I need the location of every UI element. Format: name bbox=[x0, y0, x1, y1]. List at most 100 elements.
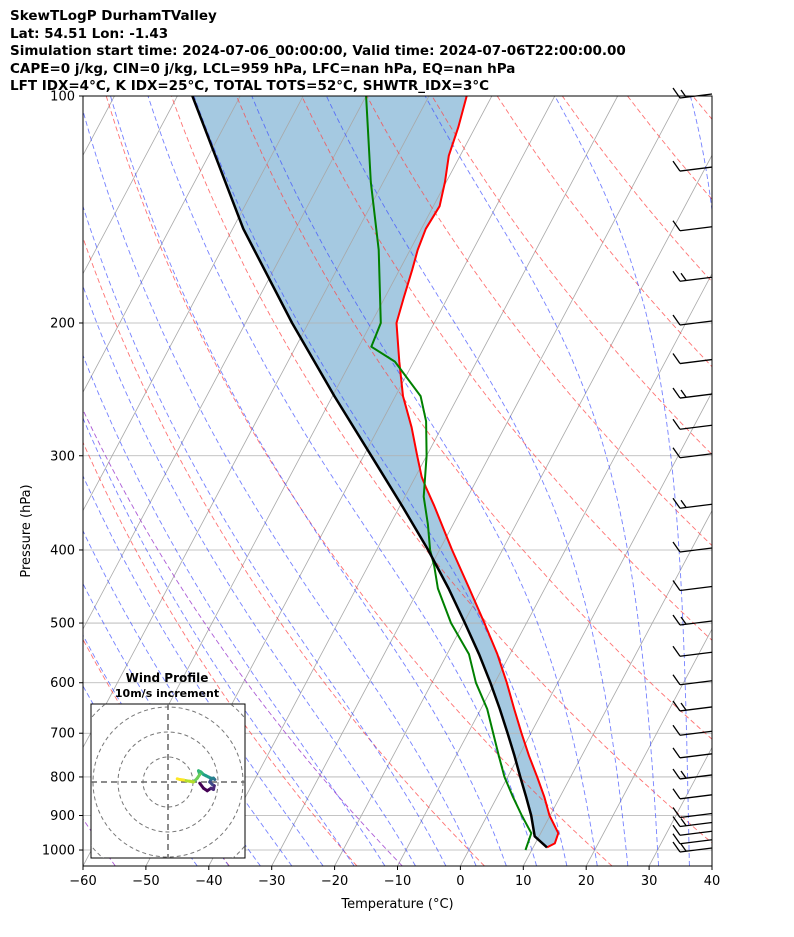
isotherm bbox=[271, 96, 681, 866]
y-tick-label: 900 bbox=[50, 809, 75, 824]
dry-adiabat bbox=[496, 96, 712, 368]
wind-barb bbox=[672, 580, 713, 592]
wind-barb bbox=[672, 841, 713, 853]
isotherm bbox=[775, 96, 794, 866]
indices-line-2: LFT IDX=4°C, K IDX=25°C, TOTAL TOTS=52°C… bbox=[10, 78, 490, 94]
moist-adiabat bbox=[83, 284, 416, 866]
inset-title: Wind Profile bbox=[126, 671, 209, 685]
dry-adiabat bbox=[366, 96, 712, 547]
moist-adiabat bbox=[83, 354, 386, 866]
moist-adiabat bbox=[83, 109, 477, 866]
x-tick-label: −50 bbox=[132, 874, 159, 889]
time-line: Simulation start time: 2024-07-06_00:00:… bbox=[10, 43, 626, 59]
wind-barb bbox=[672, 447, 713, 459]
moist-adiabat bbox=[689, 96, 712, 214]
x-tick-label: −60 bbox=[69, 874, 96, 889]
x-tick-label: −40 bbox=[195, 874, 222, 889]
x-tick-label: −10 bbox=[384, 874, 411, 889]
dry-adiabat bbox=[236, 96, 712, 740]
wind-barb bbox=[672, 387, 713, 399]
wind-barb bbox=[672, 418, 713, 430]
y-tick-label: 700 bbox=[50, 727, 75, 742]
y-tick-label: 500 bbox=[50, 617, 75, 632]
x-tick-label: 0 bbox=[456, 874, 464, 889]
isotherm bbox=[83, 96, 178, 275]
moist-adiabat bbox=[193, 96, 568, 866]
isotherm bbox=[83, 96, 367, 630]
dry-adiabat bbox=[431, 96, 712, 456]
parcel-path-line bbox=[191, 96, 548, 849]
mixing-ratio-line bbox=[83, 408, 403, 866]
isotherm bbox=[83, 96, 241, 394]
moist-adiabat bbox=[83, 529, 293, 866]
dry-adiabat bbox=[561, 96, 712, 283]
x-tick-label: −30 bbox=[258, 874, 285, 889]
wind-barb bbox=[672, 541, 713, 553]
wind-barb bbox=[672, 816, 713, 828]
inset-subtitle: 10m/s increment bbox=[115, 687, 219, 700]
cin-area bbox=[192, 96, 559, 848]
chart-title: SkewTLogP DurhamTValley bbox=[10, 8, 217, 24]
y-tick-label: 400 bbox=[50, 543, 75, 558]
dry-adiabat bbox=[692, 96, 712, 120]
y-tick-label: 800 bbox=[50, 770, 75, 785]
moist-adiabat bbox=[110, 96, 507, 866]
wind-barb bbox=[672, 747, 713, 759]
x-tick-label: 30 bbox=[641, 874, 658, 889]
dry-adiabat bbox=[83, 236, 485, 866]
wind-barb bbox=[672, 824, 713, 836]
inset-ring bbox=[117, 731, 219, 833]
wind-barb bbox=[672, 768, 713, 780]
wind-barb bbox=[672, 353, 713, 365]
x-tick-label: 10 bbox=[515, 874, 532, 889]
wind-barb bbox=[672, 807, 713, 819]
wind-barb bbox=[672, 497, 713, 509]
x-tick-label: −20 bbox=[321, 874, 348, 889]
temperature-line bbox=[395, 96, 560, 849]
isotherm bbox=[522, 509, 712, 866]
isotherm bbox=[711, 865, 712, 866]
wind-barb bbox=[672, 614, 713, 626]
isotherm bbox=[648, 746, 712, 866]
isotherm bbox=[83, 96, 430, 749]
wind-barb bbox=[672, 700, 713, 712]
x-tick-label: 20 bbox=[578, 874, 595, 889]
y-tick-label: 200 bbox=[50, 316, 75, 331]
y-tick-label: 1000 bbox=[42, 844, 75, 859]
x-axis-label: Temperature (°C) bbox=[340, 897, 453, 912]
moist-adiabat bbox=[83, 474, 324, 866]
x-tick-label: 40 bbox=[704, 874, 721, 889]
y-tick-label: 100 bbox=[50, 90, 75, 105]
wind-barb bbox=[672, 220, 713, 232]
y-tick-label: 600 bbox=[50, 676, 75, 691]
isotherm bbox=[460, 391, 712, 866]
wind-barb bbox=[672, 833, 713, 845]
y-axis-label: Pressure (hPa) bbox=[19, 484, 34, 577]
dry-adiabat bbox=[105, 96, 613, 866]
wind-barb bbox=[672, 724, 713, 736]
hodograph-segment bbox=[175, 777, 182, 781]
wind-profile-inset bbox=[90, 703, 246, 859]
wind-barb bbox=[672, 645, 713, 657]
isotherm bbox=[397, 272, 712, 866]
wind-barb bbox=[672, 788, 713, 800]
isotherm bbox=[83, 96, 304, 512]
chart-header: SkewTLogP DurhamTValley Lat: 54.51 Lon: … bbox=[10, 8, 626, 96]
moist-adiabat bbox=[424, 96, 659, 866]
wind-barb bbox=[672, 674, 713, 686]
dewpoint-line bbox=[365, 96, 533, 851]
wind-barb bbox=[672, 314, 713, 326]
wind-barb bbox=[672, 160, 713, 172]
dry-adiabat bbox=[83, 441, 358, 866]
moist-adiabat bbox=[83, 417, 355, 866]
isotherm bbox=[0, 96, 52, 866]
moist-adiabat bbox=[83, 205, 447, 866]
moist-adiabat bbox=[251, 96, 598, 866]
y-tick-label: 300 bbox=[50, 449, 75, 464]
indices-line-1: CAPE=0 j/kg, CIN=0 j/kg, LCL=959 hPa, LF… bbox=[10, 60, 516, 77]
isotherm bbox=[208, 96, 619, 866]
location-line: Lat: 54.51 Lon: -1.43 bbox=[10, 25, 169, 42]
wind-barb bbox=[672, 270, 713, 282]
isotherm bbox=[585, 628, 712, 866]
